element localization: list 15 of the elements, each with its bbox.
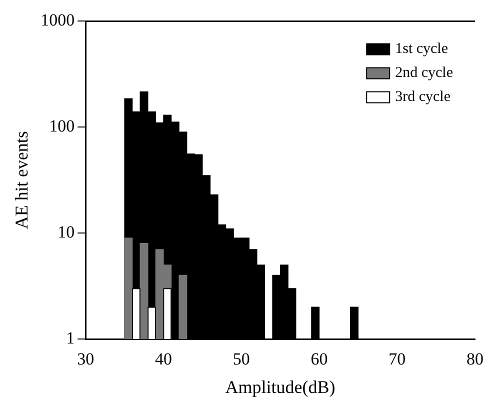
- y-tick-label: 10: [58, 222, 75, 242]
- legend-label: 2nd cycle: [395, 65, 454, 82]
- legend-label: 1st cycle: [395, 41, 448, 58]
- legend-label: 3rd cycle: [395, 89, 451, 106]
- y-axis-title: AE hit events: [12, 131, 32, 230]
- x-tick-label: 50: [232, 350, 250, 369]
- x-tick-label: 40: [154, 350, 172, 369]
- y-tick-label: 1000: [40, 10, 75, 30]
- x-tick-label: 60: [310, 350, 328, 369]
- x-tick-label: 70: [388, 350, 406, 369]
- y-tick-label: 1: [66, 328, 75, 348]
- x-tick-label: 30: [77, 350, 94, 369]
- x-axis-title: Amplitude(dB): [225, 376, 336, 397]
- y-tick-label: 100: [49, 116, 75, 136]
- x-tick-label: 80: [466, 350, 484, 369]
